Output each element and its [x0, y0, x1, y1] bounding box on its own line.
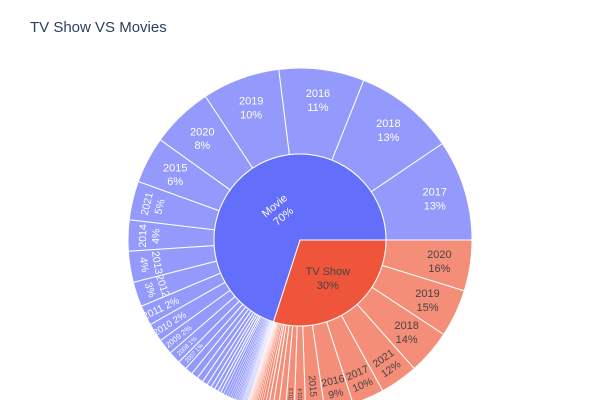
chart-title: TV Show VS Movies	[30, 19, 167, 36]
tv-show-inner-slice[interactable]	[272, 239, 387, 327]
movie-inner-slice[interactable]	[213, 153, 387, 323]
